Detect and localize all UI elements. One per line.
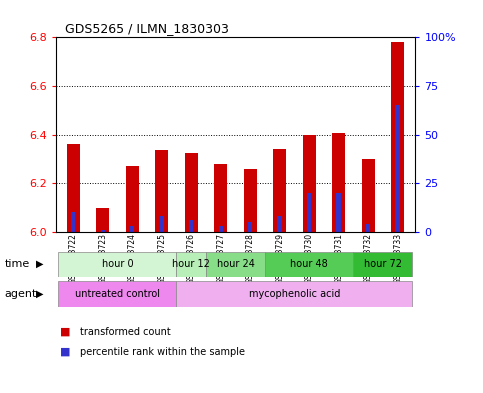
Bar [58,281,176,307]
Bar [362,159,375,232]
Bar [185,153,198,232]
Text: ■: ■ [60,347,71,357]
Bar [206,252,265,277]
Text: hour 48: hour 48 [290,259,328,269]
Bar [214,164,227,232]
Bar [96,208,109,232]
Bar [248,222,253,232]
Text: percentile rank within the sample: percentile rank within the sample [80,347,245,357]
Bar [189,220,193,232]
Bar [159,216,164,232]
Text: ■: ■ [60,327,71,337]
Text: hour 72: hour 72 [364,259,402,269]
Bar [243,169,257,232]
Bar [67,144,80,232]
Text: transformed count: transformed count [80,327,170,337]
Bar [218,226,223,232]
Bar [278,216,282,232]
Bar [332,133,345,232]
Bar [58,252,176,277]
Bar [100,230,105,232]
Text: mycophenolic acid: mycophenolic acid [249,289,340,299]
Bar [155,151,169,232]
Bar [391,42,404,232]
Text: agent: agent [5,288,37,299]
Bar [302,134,316,232]
Bar [126,166,139,232]
Text: ▶: ▶ [36,259,44,269]
Bar [273,149,286,232]
Bar [366,224,370,232]
Text: GDS5265 / ILMN_1830303: GDS5265 / ILMN_1830303 [65,22,229,35]
Bar [307,193,312,232]
Bar [176,252,206,277]
Text: hour 0: hour 0 [101,259,133,269]
Text: hour 12: hour 12 [172,259,210,269]
Bar [130,226,134,232]
Bar [337,193,341,232]
Bar [71,212,75,232]
Text: untreated control: untreated control [75,289,160,299]
Text: ▶: ▶ [36,288,44,299]
Bar [265,252,354,277]
Text: hour 24: hour 24 [216,259,255,269]
Bar [396,105,400,232]
Text: time: time [5,259,30,269]
Bar [176,281,412,307]
Bar [354,252,412,277]
